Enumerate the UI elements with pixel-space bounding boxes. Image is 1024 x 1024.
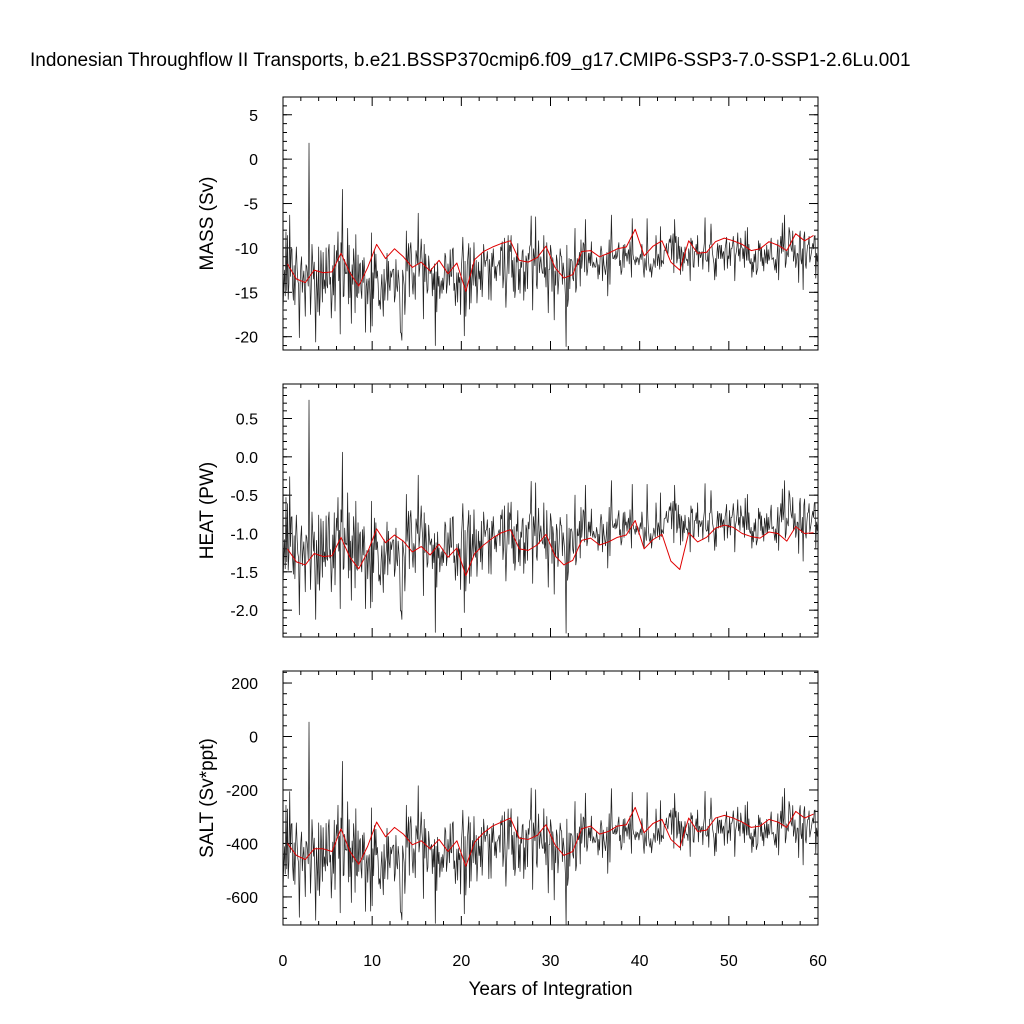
x-tick-label: 0 [279,953,288,970]
x-tick-label: 10 [363,953,381,970]
chart-title: Indonesian Throughflow II Transports, b.… [30,50,911,71]
x-axis-ticks [282,97,819,350]
y-tick-label: -1.5 [230,565,258,582]
annual-mean-line [287,519,814,577]
y-tick-label: -1.0 [230,527,258,544]
x-tick-label: 50 [720,953,738,970]
panel-frame [282,96,819,351]
y-axis-ticks: 0.5 0.0 -0.5 -1.0 -1.5 -2.0 [230,387,818,634]
x-tick-label: 60 [809,953,827,970]
panel-frame [282,670,819,926]
monthly-series-line [283,142,818,347]
y-axis-ticks: 5 0 -5 -10 -15 -20 [235,96,818,347]
x-axis-label: Years of Integration [468,979,632,1000]
y-tick-label: 0 [249,152,258,169]
plot-area [283,721,818,925]
x-tick-label: 20 [452,953,470,970]
x-axis-ticks [282,671,819,925]
y-tick-label: -5 [244,197,258,214]
y-tick-label: -2.0 [230,603,258,620]
y-tick-label: 0 [249,730,258,747]
y-tick-label: -0.5 [230,488,258,505]
y-axis-label: HEAT (PW) [197,462,218,559]
x-tick-labels: 0 10 20 30 40 50 60 [279,953,827,970]
x-tick-label: 40 [631,953,649,970]
y-axis-label: SALT (Sv*ppt) [197,738,218,858]
y-tick-label: 0.0 [236,450,258,467]
y-tick-label: 5 [249,108,258,125]
panel-mass: MASS (Sv) 5 0 -5 -10 -15 -20 [197,96,819,351]
x-tick-label: 30 [542,953,560,970]
y-tick-label: -20 [235,330,258,347]
y-tick-label: -15 [235,285,258,302]
monthly-series-line [283,721,818,925]
plot-area [283,399,818,634]
panel-heat: HEAT (PW) 0.5 0.0 -0.5 -1.0 -1.5 -2.0 [197,383,819,638]
annual-mean-line [287,228,814,292]
y-tick-label: -400 [226,836,258,853]
monthly-series-line [283,399,818,634]
plot-area [283,142,818,347]
y-tick-label: -600 [226,890,258,907]
panel-salt: SALT (Sv*ppt) 200 0 -200 -400 -600 [197,670,819,926]
annual-mean-line [287,806,814,867]
y-axis-label: MASS (Sv) [197,177,218,271]
y-tick-label: -200 [226,783,258,800]
y-axis-ticks: 200 0 -200 -400 -600 [226,671,818,919]
x-axis-ticks [282,384,819,637]
y-tick-label: -10 [235,241,258,258]
y-tick-label: 0.5 [236,412,258,429]
y-tick-label: 200 [231,676,258,693]
